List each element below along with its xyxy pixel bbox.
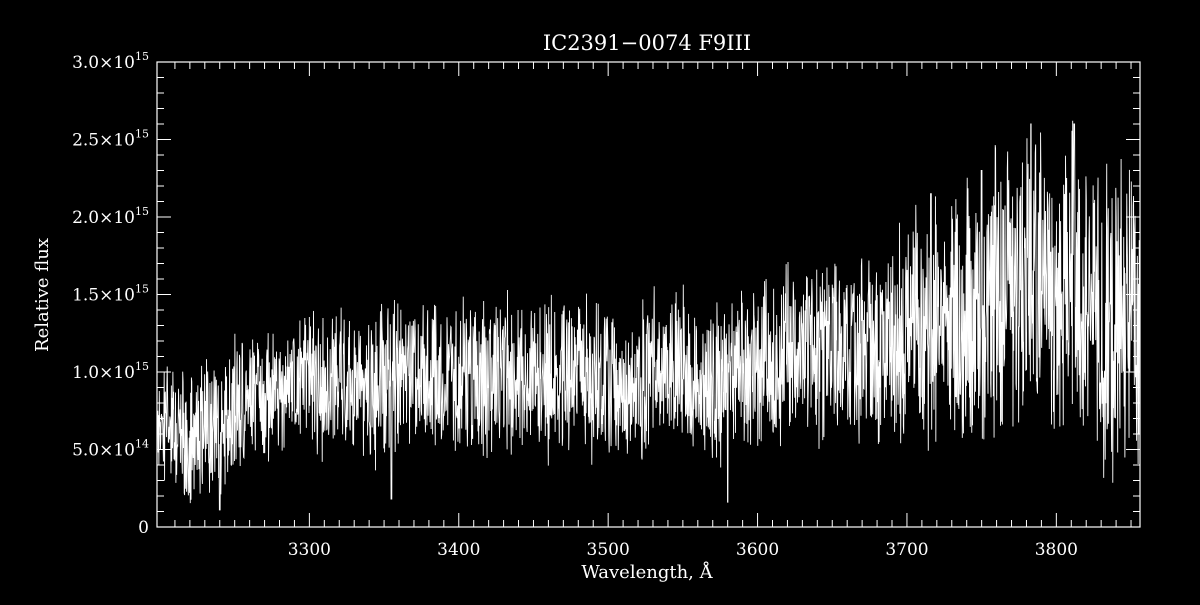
x-tick-label: 3300: [288, 540, 331, 560]
y-tick-label: 2.0×1015: [72, 205, 149, 228]
chart-title: IC2391−0074 F9III: [543, 31, 751, 55]
x-tick-label: 3700: [885, 540, 928, 560]
y-tick-label: 0: [138, 518, 149, 538]
x-tick-label: 3500: [587, 540, 630, 560]
series-layer: [156, 120, 1141, 511]
y-axis-label: Relative flux: [32, 238, 53, 352]
ticks-layer: 3300 3400 3500 3600 3700 3800 0 5.0×1014 1.0×101…: [72, 50, 1140, 560]
y-tick-label: 1.5×1015: [72, 283, 149, 306]
y-tick-label: 2.5×1015: [72, 128, 149, 151]
x-axis-label: Wavelength, Å: [581, 561, 713, 583]
y-tick-label: 5.0×1014: [72, 438, 149, 461]
x-tick-label: 3600: [736, 540, 779, 560]
y-tick-label: 3.0×1015: [72, 50, 149, 73]
spectrum-line: [156, 120, 1141, 511]
x-tick-label: 3800: [1035, 540, 1078, 560]
y-tick-label: 1.0×1015: [72, 360, 149, 383]
x-tick-label: 3400: [437, 540, 480, 560]
